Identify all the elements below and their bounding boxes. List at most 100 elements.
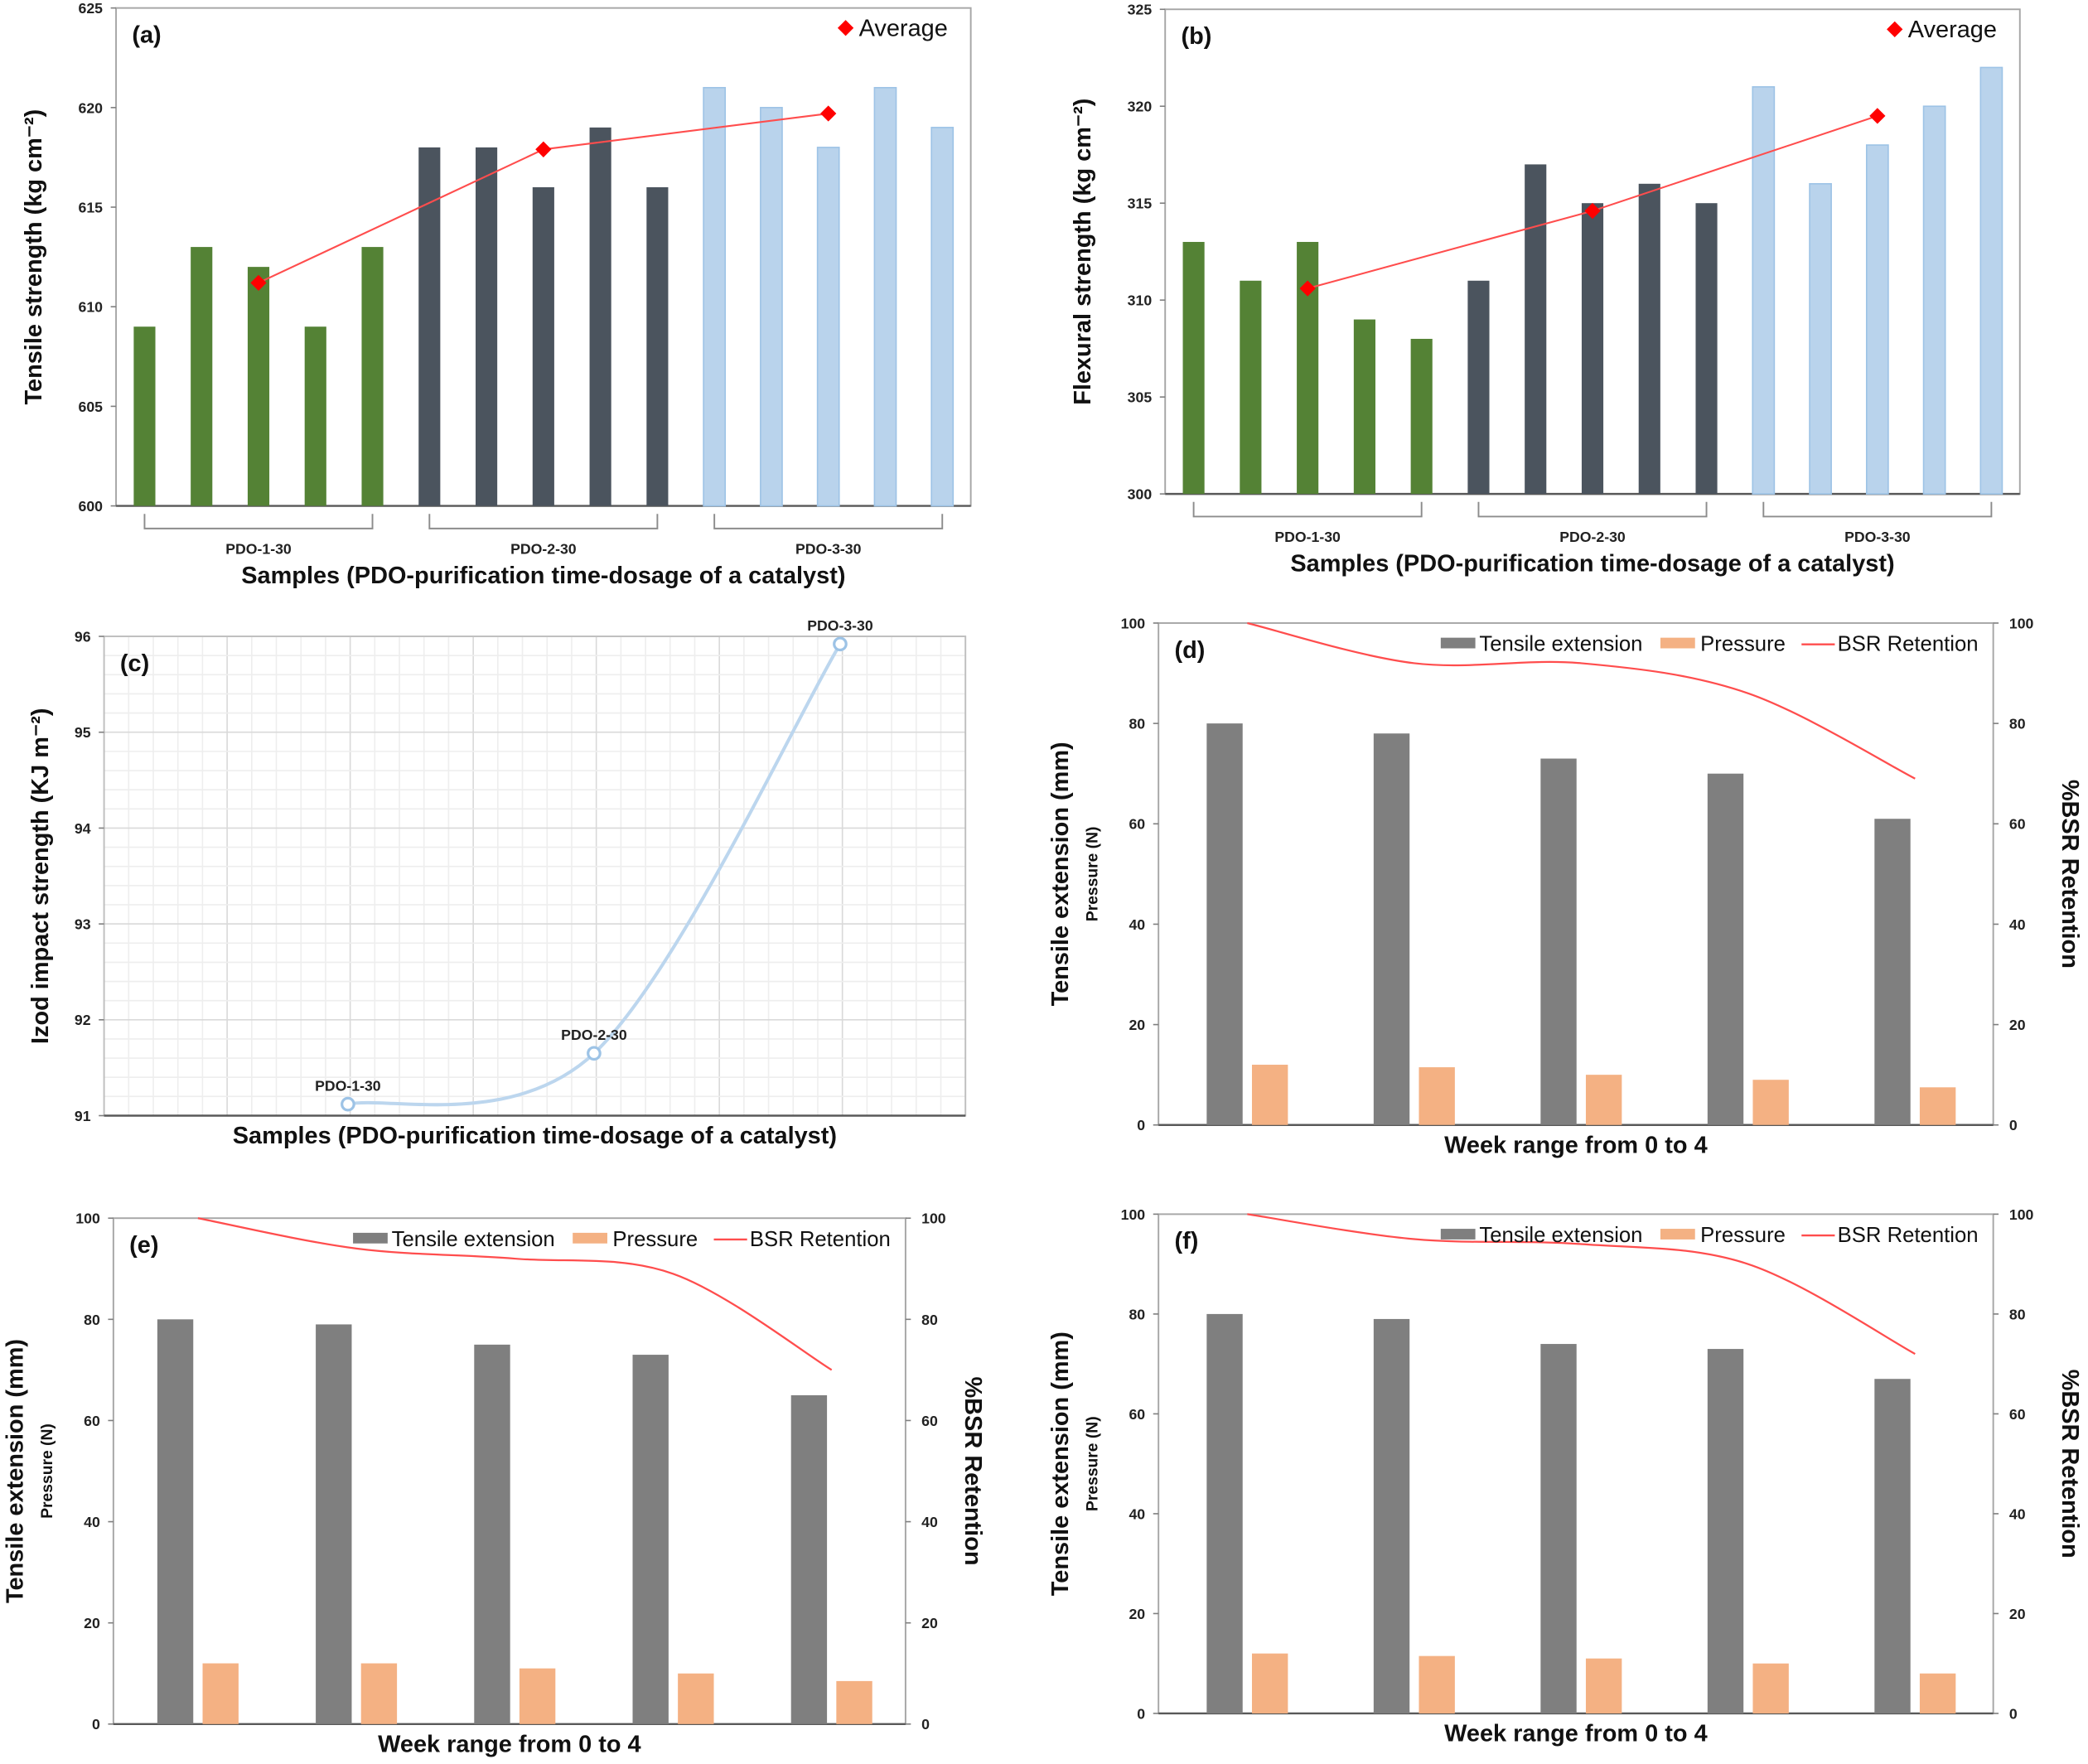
y-tick-label: 60 xyxy=(1129,1406,1145,1423)
y-tick-label: 315 xyxy=(1128,196,1153,212)
bar-pdo-3-30 xyxy=(1979,66,2003,495)
bar-tensile-extension xyxy=(1373,1318,1410,1713)
y-tick-label: 40 xyxy=(1129,1505,1145,1522)
legend-tensile-extension: Tensile extension xyxy=(392,1228,555,1251)
legend-swatch-tensile xyxy=(353,1232,388,1244)
bar-pdo-1-30 xyxy=(1240,280,1262,495)
legend-swatch-pressure xyxy=(573,1232,607,1244)
y-tick-label: 60 xyxy=(84,1413,100,1429)
y2-tick-label: 40 xyxy=(2009,1505,2026,1522)
y2-tick-label: 0 xyxy=(2009,1117,2018,1133)
y-tick-label: 20 xyxy=(1129,1017,1145,1033)
y-axis-title: Izod impact strength (KJ m⁻²) xyxy=(27,708,54,1045)
group-bracket xyxy=(1762,501,1993,518)
legend-pressure: Pressure xyxy=(1700,1224,1786,1247)
data-point-label: PDO-2-30 xyxy=(561,1027,627,1043)
y2-tick-label: 60 xyxy=(921,1413,938,1429)
y-tick-label: 600 xyxy=(79,498,104,515)
group-bracket xyxy=(428,514,659,529)
y-tick-label: 60 xyxy=(1129,816,1145,833)
y-tick-label: 610 xyxy=(79,299,104,316)
y2-tick-label: 100 xyxy=(2009,615,2034,631)
bar-pressure xyxy=(1251,1065,1288,1125)
bar-tensile-extension xyxy=(1707,773,1744,1125)
bar-pdo-1-30 xyxy=(361,247,384,506)
bar-tensile-extension xyxy=(1206,723,1243,1125)
bar-pdo-3-30 xyxy=(1922,105,1946,495)
y-tick-label: 620 xyxy=(79,99,104,116)
bar-pdo-3-30 xyxy=(1752,86,1776,495)
group-bracket xyxy=(143,514,374,529)
bar-tensile-extension xyxy=(1540,758,1577,1125)
y-tick-label: 0 xyxy=(1137,1705,1145,1722)
bar-pressure xyxy=(1919,1087,1956,1125)
bar-pressure xyxy=(1419,1655,1455,1713)
legend-bsr-retention: BSR Retention xyxy=(750,1228,891,1251)
y-axis-subtitle: Pressure (N) xyxy=(39,1423,56,1519)
x-axis-title: Week range from 0 to 4 xyxy=(378,1732,641,1758)
chart-panel-a: 600 605 610 615 620 625 (a) Samples (PDO-purifi… xyxy=(21,0,972,589)
data-point-label: PDO-1-30 xyxy=(315,1078,381,1095)
bar-pdo-1-30 xyxy=(1410,338,1433,495)
series-line xyxy=(347,643,842,1107)
bar-pdo-1-30 xyxy=(1297,241,1319,495)
y-axis-title: Tensile extension (mm) xyxy=(1047,1331,1074,1596)
y-tick-label: 325 xyxy=(1128,2,1153,18)
average-marker xyxy=(820,105,837,122)
data-point xyxy=(587,1046,602,1061)
bar-pdo-1-30 xyxy=(247,267,270,506)
y2-tick-label: 60 xyxy=(2009,1406,2026,1423)
bar-pdo-3-30 xyxy=(703,86,727,507)
y2-tick-label: 80 xyxy=(2009,716,2026,732)
y2-tick-label: 60 xyxy=(2009,816,2026,833)
bar-pdo-1-30 xyxy=(133,326,156,506)
bar-tensile-extension xyxy=(316,1324,352,1724)
bar-tensile-extension xyxy=(632,1355,669,1724)
bar-pdo-3-30 xyxy=(930,127,955,507)
y2-tick-label: 100 xyxy=(921,1211,946,1227)
bar-tensile-extension xyxy=(474,1344,510,1724)
bar-tensile-extension xyxy=(1206,1313,1243,1713)
y-axis-title: Tensile extension (mm) xyxy=(2,1339,29,1603)
bar-pdo-2-30 xyxy=(1695,203,1718,495)
bar-pdo-2-30 xyxy=(1467,280,1490,495)
chart-panel-f: 0 0 20 20 40 40 60 60 80 80 100 100 (f) Week range fr… xyxy=(1047,1206,2083,1747)
y-tick-label: 300 xyxy=(1128,486,1153,503)
y-tick-label: 20 xyxy=(1129,1606,1145,1622)
group-label: PDO-2-30 xyxy=(510,540,577,557)
bar-pressure xyxy=(836,1680,872,1724)
y-tick-label: 80 xyxy=(84,1312,100,1328)
panel-label: (d) xyxy=(1174,637,1205,664)
x-axis-title: Samples (PDO-purification time-dosage of… xyxy=(241,563,845,589)
y-tick-label: 92 xyxy=(75,1012,91,1028)
x-axis-title: Week range from 0 to 4 xyxy=(1444,1721,1708,1747)
bar-pressure xyxy=(519,1668,556,1724)
group-bracket xyxy=(1477,501,1708,518)
average-marker xyxy=(1584,202,1601,220)
bar-pdo-1-30 xyxy=(191,247,213,506)
y-axis-title: Flexural strength (kg cm⁻²) xyxy=(1070,99,1096,405)
y-tick-label: 100 xyxy=(1121,1206,1146,1223)
x-axis-title: Week range from 0 to 4 xyxy=(1444,1132,1708,1158)
legend-pressure: Pressure xyxy=(612,1228,698,1251)
chart-panel-e: 0 0 20 20 40 40 60 60 80 80 100 100 (e) Week range fr… xyxy=(2,1211,987,1758)
panel-label: (c) xyxy=(120,650,149,677)
y-tick-label: 93 xyxy=(75,916,91,933)
bar-pdo-1-30 xyxy=(1182,241,1205,495)
y-tick-label: 100 xyxy=(75,1211,100,1227)
chart-panel-c: 91 92 93 94 95 96 (c) Samples (PDO-purification… xyxy=(27,617,967,1149)
legend-swatch-tensile xyxy=(1440,1229,1476,1240)
chart-panel-b: 300 305 310 315 320 325 (b) Samples (PDO-purifi… xyxy=(1070,2,2021,577)
y2-axis-title: %BSR Retention xyxy=(959,1376,986,1565)
y-tick-label: 40 xyxy=(1129,916,1145,933)
data-point-label: PDO-3-30 xyxy=(807,617,873,634)
legend-swatch-tensile xyxy=(1440,637,1476,649)
bar-tensile-extension xyxy=(790,1394,828,1724)
bar-pdo-2-30 xyxy=(418,147,441,506)
y-axis-subtitle: Pressure (N) xyxy=(1084,1416,1101,1511)
bar-pdo-2-30 xyxy=(1581,203,1604,495)
legend-pressure: Pressure xyxy=(1700,633,1786,656)
group-bracket xyxy=(1192,501,1423,518)
bar-pdo-3-30 xyxy=(1809,182,1832,495)
legend-bsr-retention: BSR Retention xyxy=(1838,1224,1979,1247)
